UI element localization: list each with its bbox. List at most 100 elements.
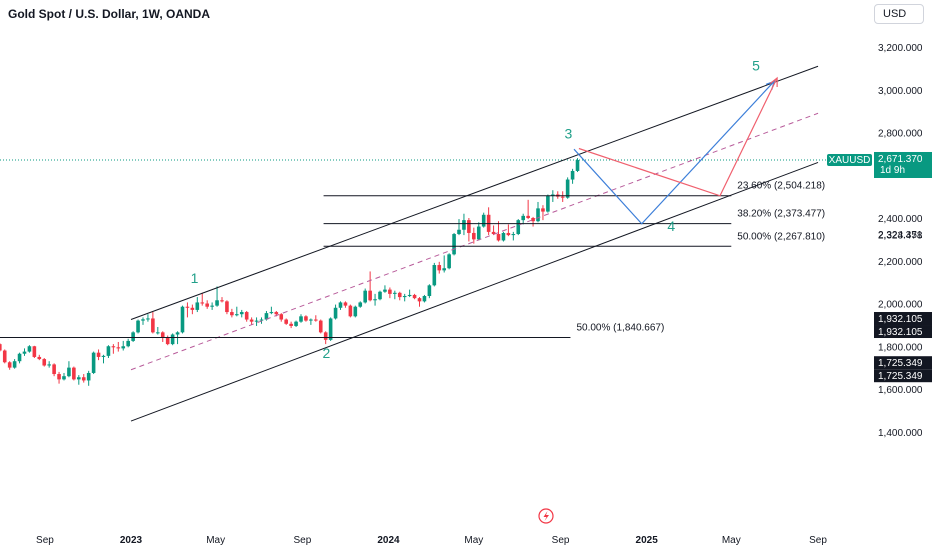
candle-body: [457, 229, 461, 235]
channel-lower-line[interactable]: [130, 161, 819, 422]
candle: [284, 318, 288, 325]
candle-body: [333, 307, 338, 319]
candle: [62, 372, 66, 381]
candle: [299, 314, 303, 323]
candle-body: [363, 290, 367, 303]
candle: [106, 345, 111, 359]
candle: [180, 305, 185, 334]
candle-body: [274, 312, 279, 315]
candle: [101, 354, 106, 364]
candle-body: [7, 362, 12, 368]
candle: [37, 354, 42, 361]
price-level-tag[interactable]: 1,725.349: [874, 356, 932, 370]
candle: [269, 306, 274, 315]
candle-body: [516, 220, 521, 235]
candle: [407, 289, 412, 298]
price-level-tag[interactable]: 1,932.105: [874, 325, 932, 339]
candle-body: [91, 352, 96, 373]
candle: [363, 288, 367, 304]
price-axis: 3,200.000 3,000.000 2,800.000 2,400.000 2,20…: [878, 43, 923, 439]
projection-path-red[interactable]: [578, 77, 778, 197]
candle: [378, 290, 382, 301]
candle-body: [210, 305, 214, 307]
candle-body: [27, 346, 32, 352]
candle-body: [526, 215, 530, 218]
candle: [0, 343, 2, 352]
candle-body: [264, 313, 269, 320]
x-tick-label: 2023: [120, 535, 143, 546]
candle-body: [551, 194, 555, 196]
candle-body: [560, 196, 565, 198]
candle-body: [77, 377, 81, 380]
candle-body: [57, 374, 61, 380]
candle-body: [2, 350, 7, 363]
price-level-tag[interactable]: 1,725.349: [874, 369, 932, 383]
candle: [141, 317, 145, 325]
currency-selector-button[interactable]: USD: [874, 4, 924, 24]
symbol-tag-bg: [827, 153, 872, 166]
y-tick-label: 3,200.000: [878, 43, 923, 54]
candle: [328, 317, 333, 341]
channel-mid-line[interactable]: [130, 112, 819, 371]
candle-body: [328, 318, 333, 340]
candle-body: [244, 312, 249, 320]
x-tick-label: May: [722, 535, 741, 546]
candle: [220, 297, 224, 303]
y-tick-label: 2,000.000: [878, 300, 923, 311]
price-tag-bg: [874, 325, 932, 339]
candle: [17, 352, 22, 364]
candle-body: [165, 337, 170, 345]
fib-level-label: 38.20% (2,373.477): [737, 209, 825, 220]
candle-body: [230, 312, 234, 316]
price-level-tag[interactable]: 1,932.105: [874, 312, 932, 326]
candle: [442, 255, 446, 273]
y-tick-label: 2,800.000: [878, 129, 923, 140]
candle-body: [22, 351, 27, 354]
candle: [309, 318, 313, 325]
time-axis: Sep 2023 May Sep 2024 May Sep 2025 May Sep: [36, 535, 827, 546]
candle-body: [565, 179, 570, 198]
x-tick-label: May: [464, 535, 483, 546]
candle-body: [397, 292, 402, 298]
candle-body: [81, 377, 86, 381]
candle: [353, 305, 358, 318]
lightning-icon[interactable]: [538, 508, 554, 524]
projection-path-blue[interactable]: [573, 80, 775, 225]
candle: [22, 348, 27, 356]
candle-body: [373, 299, 377, 301]
candle: [81, 374, 86, 383]
candle: [575, 158, 580, 173]
candle: [496, 221, 501, 242]
candle: [249, 317, 254, 325]
candle: [126, 338, 130, 348]
y-tick-label: 2,200.000: [878, 257, 923, 268]
candle: [526, 199, 530, 220]
price-tag-bg: [874, 356, 932, 370]
candle-body: [393, 292, 397, 294]
candle: [156, 327, 160, 335]
candle-body: [156, 332, 160, 334]
candle: [338, 301, 343, 310]
candle: [462, 213, 466, 236]
candle-body: [269, 312, 274, 314]
candle: [215, 286, 219, 307]
candle: [437, 261, 442, 274]
candle-body: [338, 302, 343, 308]
candle-body: [289, 323, 293, 326]
candle: [565, 177, 570, 199]
candle: [397, 291, 402, 301]
y-tick-label: 2,400.000: [878, 214, 923, 225]
candle-body: [131, 332, 135, 341]
candle-body: [462, 220, 466, 230]
candle-body: [546, 195, 550, 212]
fib-level-label: 23.60% (2,504.218): [737, 181, 825, 192]
candle-body: [42, 359, 47, 366]
candle: [491, 225, 496, 236]
candle: [472, 227, 476, 244]
candle-body: [412, 294, 417, 299]
channel-upper-line[interactable]: [130, 65, 819, 321]
candle: [555, 191, 560, 199]
candle-body: [47, 364, 51, 366]
